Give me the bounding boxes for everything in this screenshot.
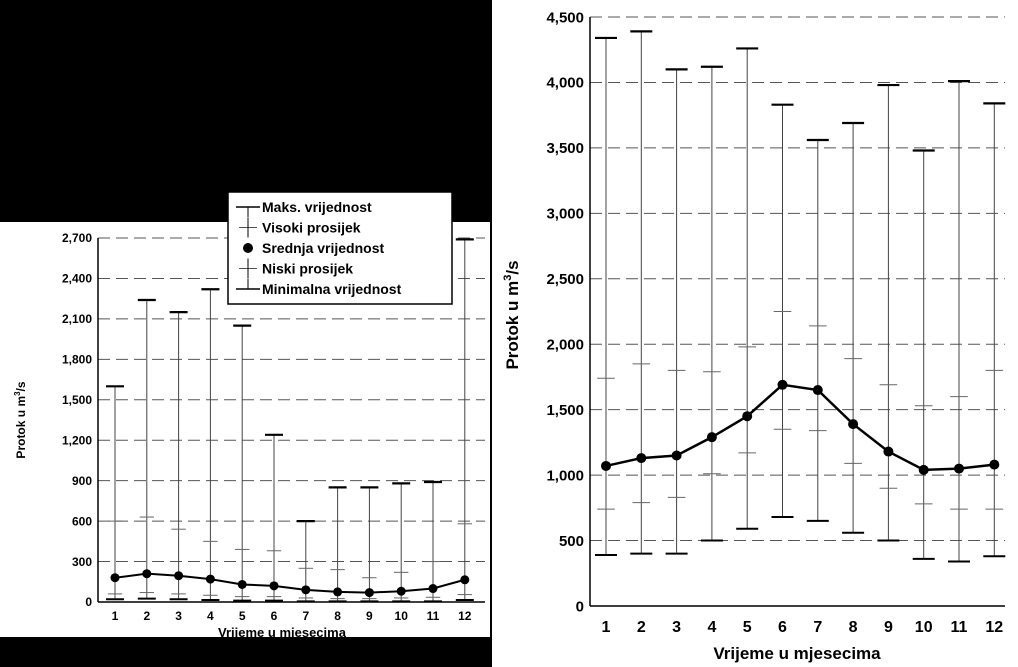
left-y-tick-label: 900 bbox=[72, 474, 92, 488]
right-x-tick-label: 5 bbox=[743, 619, 752, 636]
left-mean-point bbox=[396, 586, 406, 596]
right-mean-point bbox=[777, 379, 788, 390]
right-y-tick-label: 4,500 bbox=[546, 9, 584, 26]
left-mean-point bbox=[333, 587, 343, 597]
right-x-tick-label: 2 bbox=[637, 619, 646, 636]
right-mean-point bbox=[671, 450, 682, 461]
left-x-tick-label: 3 bbox=[175, 609, 182, 623]
left-y-tick-label: 2,400 bbox=[62, 272, 92, 286]
right-x-tick-label: 7 bbox=[813, 619, 822, 636]
left-y-tick-label: 1,200 bbox=[62, 433, 92, 447]
left-mean-point bbox=[110, 573, 120, 583]
right-mean-polyline bbox=[605, 383, 995, 472]
left-mean-point bbox=[301, 585, 311, 595]
right-x-tick-label: 10 bbox=[915, 619, 933, 636]
right-x-tick-label: 11 bbox=[951, 619, 968, 636]
right-x-tick-labels: 1 2 3 4 5 6 7 8 9 10 11 12 bbox=[602, 619, 1004, 636]
right-y-axis-label: Protok u m3/s bbox=[502, 260, 522, 369]
left-range-bars bbox=[106, 238, 474, 603]
left-mean-point bbox=[428, 584, 438, 594]
right-x-tick-label: 1 bbox=[602, 619, 611, 636]
legend-label: Maks. vrijednost bbox=[262, 199, 372, 215]
left-x-tick-label: 7 bbox=[302, 609, 309, 623]
left-x-tick-label: 2 bbox=[143, 609, 150, 623]
left-mean-point bbox=[460, 575, 470, 585]
right-mean-line bbox=[601, 379, 1000, 475]
left-x-axis-label: Vrijeme u mjesecima bbox=[218, 625, 347, 640]
legend-box bbox=[227, 191, 453, 305]
left-mean-point bbox=[174, 571, 184, 581]
left-y-tick-label: 1,800 bbox=[62, 353, 92, 367]
left-mean-point bbox=[205, 574, 215, 584]
left-y-tick-label: 0 bbox=[85, 595, 92, 609]
left-x-tick-label: 5 bbox=[239, 609, 246, 623]
right-mean-point bbox=[812, 385, 823, 396]
right-y-tick-label: 1,500 bbox=[546, 402, 584, 419]
left-mean-point bbox=[364, 588, 374, 598]
left-x-tick-label: 8 bbox=[334, 609, 341, 623]
right-chart: 0 500 1,000 1,500 2,000 2,500 3,000 3,500 4,000 4… bbox=[492, 0, 1018, 667]
right-mean-point bbox=[918, 464, 929, 475]
left-x-tick-label: 1 bbox=[112, 609, 119, 623]
right-y-tick-label: 4,000 bbox=[546, 75, 584, 92]
right-mean-point bbox=[601, 460, 611, 471]
right-y-tick-label: 1,000 bbox=[546, 467, 584, 484]
left-x-tick-label: 11 bbox=[427, 609, 440, 623]
legend-marker-mean bbox=[243, 243, 253, 253]
left-grid bbox=[97, 237, 485, 603]
left-y-tick-label: 2,100 bbox=[62, 312, 92, 326]
right-x-axis-label: Vrijeme u mjesecima bbox=[713, 644, 881, 663]
left-mean-point bbox=[142, 569, 152, 579]
right-mean-point bbox=[636, 453, 647, 464]
right-x-tick-label: 4 bbox=[707, 619, 716, 636]
right-mean-point bbox=[848, 419, 859, 430]
right-x-tick-label: 12 bbox=[985, 619, 1003, 636]
legend-label: Minimalna vrijednost bbox=[262, 281, 402, 297]
left-mean-line bbox=[110, 569, 470, 598]
right-y-tick-label: 2,500 bbox=[546, 271, 584, 288]
right-grid bbox=[589, 16, 1005, 607]
left-x-tick-label: 12 bbox=[458, 609, 472, 623]
right-mean-point bbox=[706, 432, 717, 443]
right-x-tick-label: 6 bbox=[778, 619, 787, 636]
legend-label: Srednja vrijednost bbox=[262, 240, 384, 256]
left-y-axis-label: Protok u m3/s bbox=[13, 381, 28, 458]
legend-label: Visoki prosijek bbox=[262, 220, 361, 236]
right-mean-point bbox=[989, 459, 1000, 470]
right-y-tick-label: 2,000 bbox=[546, 336, 584, 353]
left-x-tick-label: 4 bbox=[207, 609, 214, 623]
right-x-tick-label: 3 bbox=[672, 619, 681, 636]
right-mean-point bbox=[883, 446, 894, 457]
right-mean-point bbox=[954, 463, 964, 474]
right-x-tick-label: 8 bbox=[849, 619, 858, 636]
right-y-tick-label: 0 bbox=[576, 598, 584, 615]
left-y-tick-labels: 0 300 600 900 1,200 1,500 1,800 2,100 2,400 2,700 bbox=[62, 231, 92, 609]
right-y-tick-labels: 0 500 1,000 1,500 2,000 2,500 3,000 3,500 4,000 4… bbox=[546, 9, 584, 615]
left-y-tick-label: 600 bbox=[72, 514, 92, 528]
legend: Maks. vrijednost Visoki prosijek Srednja v… bbox=[227, 191, 453, 305]
left-y-tick-label: 2,700 bbox=[62, 231, 92, 245]
right-chart-background bbox=[492, 0, 1018, 667]
right-mean-point bbox=[742, 411, 753, 422]
left-x-tick-label: 9 bbox=[366, 609, 373, 623]
legend-label: Niski prosijek bbox=[262, 261, 353, 277]
right-y-tick-label: 500 bbox=[559, 533, 584, 550]
right-y-tick-label: 3,000 bbox=[546, 206, 584, 223]
right-x-tick-label: 9 bbox=[884, 619, 893, 636]
left-y-tick-label: 300 bbox=[72, 555, 92, 569]
left-mean-point bbox=[269, 581, 279, 591]
left-y-tick-label: 1,500 bbox=[62, 393, 92, 407]
left-x-tick-label: 10 bbox=[395, 609, 409, 623]
left-mean-polyline bbox=[114, 572, 466, 594]
left-x-tick-label: 6 bbox=[271, 609, 278, 623]
right-y-tick-label: 3,500 bbox=[546, 140, 584, 157]
left-mean-point bbox=[237, 579, 247, 589]
left-x-tick-labels: 1 2 3 4 5 6 7 8 9 10 11 12 bbox=[112, 609, 472, 623]
